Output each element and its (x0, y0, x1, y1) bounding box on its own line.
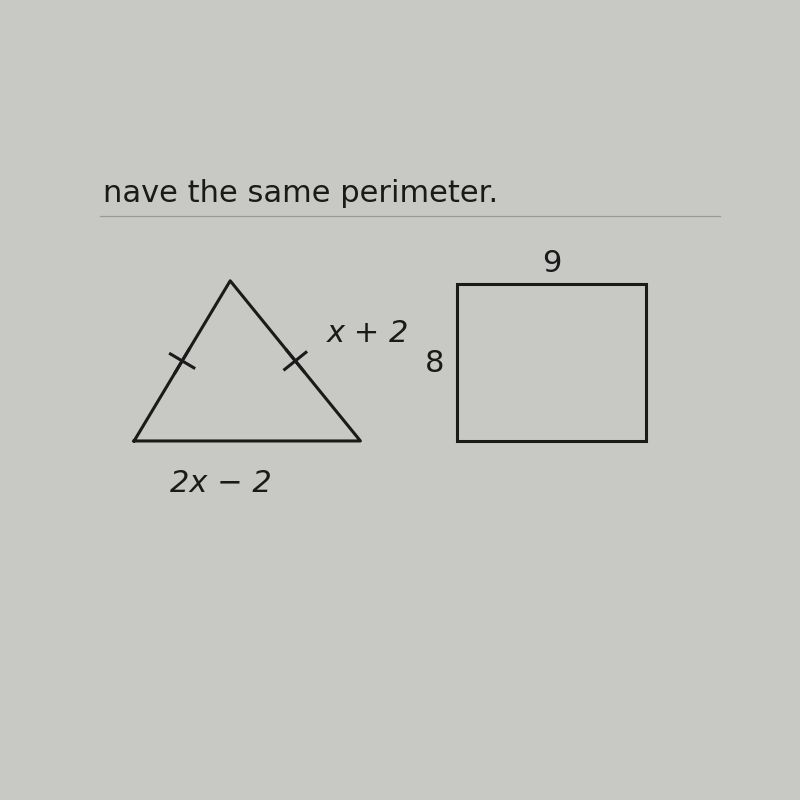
Text: x + 2: x + 2 (326, 318, 409, 348)
Text: nave the same perimeter.: nave the same perimeter. (103, 179, 498, 208)
Bar (457, 284, 646, 441)
Text: 8: 8 (425, 350, 444, 378)
Text: 2x − 2: 2x − 2 (170, 469, 272, 498)
Text: 9: 9 (542, 249, 561, 278)
